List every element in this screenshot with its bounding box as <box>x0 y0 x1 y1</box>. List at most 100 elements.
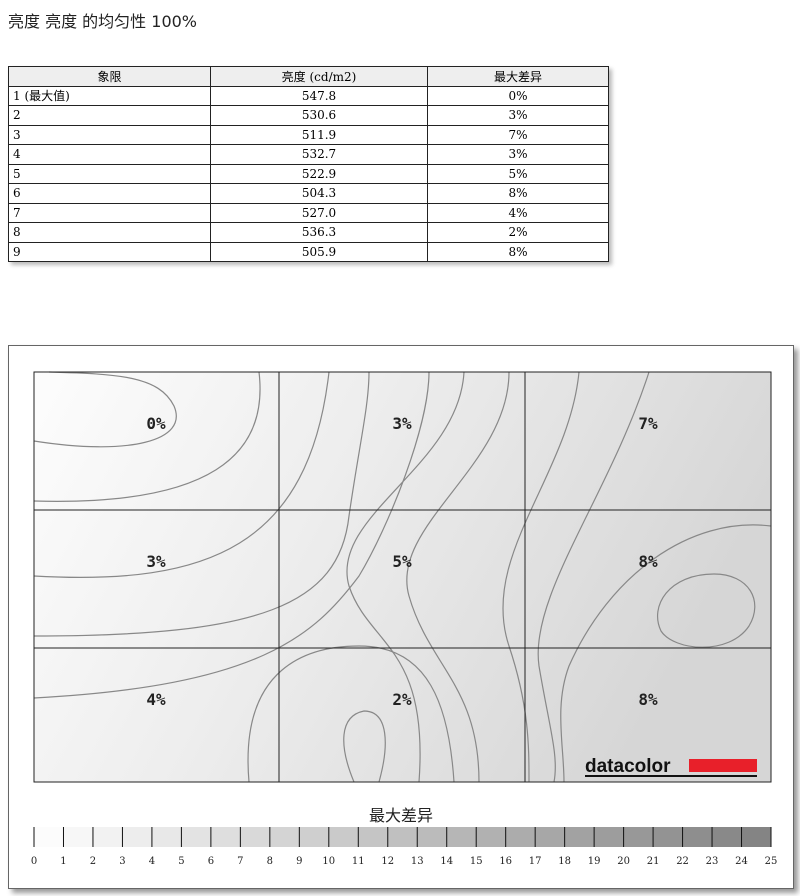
legend-tick-label: 6 <box>208 856 214 867</box>
legend-tick-label: 5 <box>178 856 184 867</box>
luminance-cell: 536.3 <box>210 222 428 243</box>
luminance-cell: 530.6 <box>210 105 428 126</box>
legend-swatch <box>505 827 536 847</box>
legend-swatch <box>623 827 654 847</box>
max-diff-cell: 5% <box>427 163 609 184</box>
luminance-cell: 522.9 <box>210 163 428 184</box>
legend-tick-label: 20 <box>617 856 630 867</box>
legend-tick-label: 8 <box>267 856 273 867</box>
legend-swatch <box>387 827 418 847</box>
legend-swatch <box>299 827 330 847</box>
legend-swatch <box>564 827 595 847</box>
luminance-cell: 511.9 <box>210 124 428 145</box>
legend-tick-label: 0 <box>31 856 37 867</box>
header-max-diff: 最大差异 <box>427 66 609 87</box>
table-row: 5 522.9 5% <box>8 163 609 184</box>
legend-swatch <box>594 827 625 847</box>
legend-swatch <box>682 827 713 847</box>
table-row: 9 505.9 8% <box>8 241 609 262</box>
cell-label: 3% <box>392 414 412 433</box>
plot-area <box>34 372 771 782</box>
cell-label: 8% <box>638 690 658 709</box>
legend-tick-label: 25 <box>765 856 778 867</box>
quadrant-cell: 2 <box>8 105 211 126</box>
max-diff-cell: 0% <box>427 85 609 106</box>
legend-tick-label: 16 <box>499 856 512 867</box>
quadrant-cell: 7 <box>8 202 211 223</box>
page-title: 亮度 亮度 的均匀性 100% <box>8 12 198 31</box>
table-row: 1 (最大值) 547.8 0% <box>8 85 609 106</box>
cell-label: 2% <box>392 690 412 709</box>
legend-tick-label: 23 <box>706 856 719 867</box>
legend-swatch <box>240 827 271 847</box>
legend-swatch <box>210 827 241 847</box>
legend-swatch <box>181 827 212 847</box>
legend-tick-label: 17 <box>529 856 542 867</box>
cell-label: 8% <box>638 552 658 571</box>
legend-swatch <box>34 827 64 847</box>
legend-tick-label: 11 <box>352 856 365 867</box>
quadrant-cell: 9 <box>8 241 211 262</box>
legend-tick-label: 10 <box>322 856 335 867</box>
legend-swatch <box>122 827 153 847</box>
luminance-cell: 504.3 <box>210 183 428 204</box>
legend-tick-label: 2 <box>90 856 96 867</box>
table-row: 6 504.3 8% <box>8 183 609 204</box>
legend-tick-label: 22 <box>676 856 689 867</box>
max-diff-cell: 2% <box>427 222 609 243</box>
max-diff-cell: 7% <box>427 124 609 145</box>
table-row: 7 527.0 4% <box>8 202 609 223</box>
quadrant-cell: 5 <box>8 163 211 184</box>
legend-tick-label: 4 <box>149 856 155 867</box>
table-row: 2 530.6 3% <box>8 105 609 126</box>
table-row: 4 532.7 3% <box>8 144 609 165</box>
contour-lines <box>33 371 772 783</box>
legend-tick-label: 12 <box>381 856 394 867</box>
legend-swatch <box>92 827 123 847</box>
legend-tick-label: 13 <box>411 856 424 867</box>
luminance-cell: 547.8 <box>210 85 428 106</box>
cell-label: 5% <box>392 552 412 571</box>
legend-tick-label: 3 <box>119 856 125 867</box>
luminance-cell: 505.9 <box>210 241 428 262</box>
legend-title: 最大差异 <box>368 806 433 825</box>
table-row: 3 511.9 7% <box>8 124 609 145</box>
quadrant-cell: 4 <box>8 144 211 165</box>
quadrant-cell: 3 <box>8 124 211 145</box>
legend-swatch <box>358 827 389 847</box>
legend-tick-label: 18 <box>558 856 571 867</box>
legend-swatch <box>151 827 182 847</box>
legend-swatch <box>712 827 743 847</box>
svg-text:datacolor: datacolor <box>585 756 671 777</box>
legend-swatch <box>476 827 507 847</box>
legend-swatch <box>741 827 772 847</box>
cell-label: 4% <box>146 690 166 709</box>
quadrant-cell: 1 (最大值) <box>8 85 211 106</box>
quadrant-cell: 6 <box>8 183 211 204</box>
header-luminance: 亮度 (cd/m2) <box>210 66 428 87</box>
legend-swatch <box>269 827 300 847</box>
datacolor-logo: datacolor <box>585 756 757 777</box>
max-diff-cell: 8% <box>427 183 609 204</box>
luminance-table: 象限 亮度 (cd/m2) 最大差异 1 (最大值) 547.8 0% 2 530.6 3… <box>8 66 609 262</box>
cell-label: 3% <box>146 552 166 571</box>
max-diff-cell: 3% <box>427 144 609 165</box>
legend-tick-label: 1 <box>60 856 66 867</box>
legend-swatch <box>328 827 359 847</box>
luminance-cell: 532.7 <box>210 144 428 165</box>
quadrant-cell: 8 <box>8 222 211 243</box>
luminance-cell: 527.0 <box>210 202 428 223</box>
legend-swatch <box>446 827 477 847</box>
max-diff-cell: 8% <box>427 241 609 262</box>
max-diff-cell: 4% <box>427 202 609 223</box>
grid-lines <box>34 372 771 782</box>
table-row: 8 536.3 2% <box>8 222 609 243</box>
legend-tick-label: 21 <box>647 856 660 867</box>
cell-label: 0% <box>146 414 166 433</box>
legend-tick-label: 19 <box>588 856 601 867</box>
header-quadrant: 象限 <box>8 66 211 87</box>
legend-swatch <box>417 827 448 847</box>
legend-swatch <box>535 827 566 847</box>
